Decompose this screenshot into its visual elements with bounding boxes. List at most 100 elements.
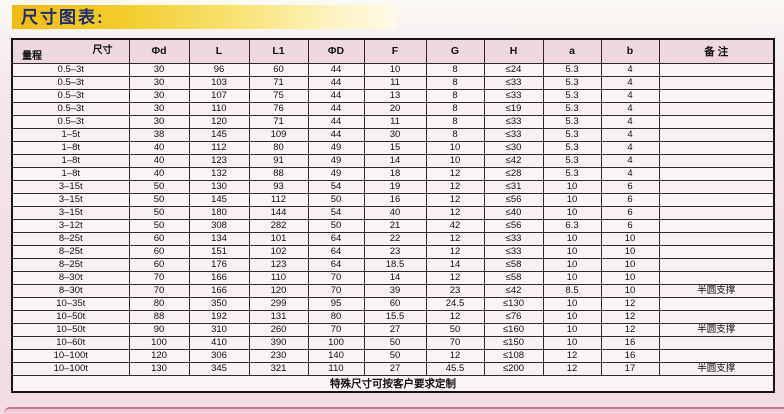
- value-cell: 70: [425, 335, 485, 350]
- remark-cell: [658, 348, 775, 363]
- value-cell: 27: [363, 361, 427, 376]
- remark-cell: [658, 309, 775, 324]
- value-cell: 109: [248, 127, 309, 142]
- value-cell: 390: [248, 335, 309, 350]
- value-cell: 10: [542, 296, 602, 311]
- value-cell: ≤56: [483, 192, 544, 207]
- value-cell: 16: [600, 348, 660, 363]
- remark-cell: [658, 192, 775, 207]
- value-cell: 12: [425, 309, 485, 324]
- footer-note: 特殊尺寸可按客户要求定制: [11, 374, 775, 393]
- value-cell: 145: [188, 192, 250, 207]
- remark-cell: 半圆支撑: [658, 283, 775, 298]
- value-cell: 12: [600, 322, 660, 337]
- value-cell: 123: [188, 153, 250, 168]
- value-cell: 10: [542, 335, 602, 350]
- value-cell: 50: [128, 205, 190, 220]
- value-cell: 21: [363, 218, 427, 233]
- value-cell: ≤200: [483, 361, 544, 376]
- value-cell: 40: [128, 140, 190, 155]
- value-cell: ≤28: [483, 166, 544, 181]
- value-cell: 6: [600, 205, 660, 220]
- value-cell: 50: [128, 179, 190, 194]
- column-header: F: [363, 38, 427, 64]
- column-header: Φd: [128, 38, 190, 64]
- value-cell: ≤33: [483, 88, 544, 103]
- value-cell: 5.3: [542, 153, 602, 168]
- value-cell: ≤19: [483, 101, 544, 116]
- value-cell: ≤42: [483, 283, 544, 298]
- value-cell: 49: [307, 153, 365, 168]
- value-cell: 44: [307, 88, 365, 103]
- page-title-bar: 尺寸图表:: [12, 5, 396, 29]
- value-cell: 15: [363, 140, 427, 155]
- range-cell: 0.5–3t: [11, 62, 130, 77]
- value-cell: 12: [542, 361, 602, 376]
- value-cell: 151: [188, 244, 250, 259]
- range-cell: 10–50t: [11, 309, 130, 324]
- value-cell: ≤33: [483, 127, 544, 142]
- value-cell: 4: [600, 166, 660, 181]
- range-cell: 8–25t: [11, 257, 130, 272]
- value-cell: 49: [307, 140, 365, 155]
- value-cell: 20: [363, 101, 427, 116]
- value-cell: 180: [188, 205, 250, 220]
- range-cell: 1–8t: [11, 166, 130, 181]
- value-cell: 145: [188, 127, 250, 142]
- value-cell: 112: [248, 192, 309, 207]
- column-header: G: [425, 38, 485, 64]
- table-row: 0.5–3t 30 103 71 44 11 8 ≤33 5.3 4: [11, 75, 775, 90]
- value-cell: 30: [128, 62, 190, 77]
- range-cell: 0.5–3t: [11, 88, 130, 103]
- value-cell: ≤33: [483, 244, 544, 259]
- page-title: 尺寸图表:: [21, 7, 105, 27]
- value-cell: 93: [248, 179, 309, 194]
- value-cell: 40: [128, 166, 190, 181]
- range-cell: 8–25t: [11, 231, 130, 246]
- table-row: 10–100t 120 306 230 140 50 12 ≤108 12 16: [11, 348, 775, 363]
- value-cell: 10: [600, 283, 660, 298]
- table-row: 1–8t 40 112 80 49 15 10 ≤30 5.3 4: [11, 140, 775, 155]
- value-cell: 19: [363, 179, 427, 194]
- value-cell: 80: [307, 309, 365, 324]
- remark-cell: [658, 335, 775, 350]
- value-cell: 345: [188, 361, 250, 376]
- value-cell: 5.3: [542, 114, 602, 129]
- value-cell: 12: [425, 205, 485, 220]
- table-row: 10–35t 80 350 299 95 60 24.5 ≤130 10 12: [11, 296, 775, 311]
- value-cell: ≤40: [483, 205, 544, 220]
- value-cell: 8: [425, 88, 485, 103]
- value-cell: 17: [600, 361, 660, 376]
- value-cell: 12: [425, 270, 485, 285]
- value-cell: 144: [248, 205, 309, 220]
- value-cell: 76: [248, 101, 309, 116]
- value-cell: 15.5: [363, 309, 427, 324]
- value-cell: 50: [425, 322, 485, 337]
- table-row: 3–12t 50 308 282 50 21 42 ≤56 6.3 6: [11, 218, 775, 233]
- value-cell: 132: [188, 166, 250, 181]
- value-cell: ≤58: [483, 270, 544, 285]
- value-cell: 16: [600, 335, 660, 350]
- remark-cell: [658, 244, 775, 259]
- value-cell: 88: [128, 309, 190, 324]
- value-cell: 64: [307, 244, 365, 259]
- value-cell: 91: [248, 153, 309, 168]
- table-row: 1–8t 40 123 91 49 14 10 ≤42 5.3 4: [11, 153, 775, 168]
- value-cell: 60: [248, 62, 309, 77]
- value-cell: 10: [542, 257, 602, 272]
- value-cell: 42: [425, 218, 485, 233]
- value-cell: 30: [128, 114, 190, 129]
- value-cell: 6.3: [542, 218, 602, 233]
- value-cell: 13: [363, 88, 427, 103]
- value-cell: 350: [188, 296, 250, 311]
- value-cell: 4: [600, 114, 660, 129]
- remark-cell: [658, 75, 775, 90]
- value-cell: 110: [188, 101, 250, 116]
- table-row: 8–25t 60 176 123 64 18.5 14 ≤58 10 10: [11, 257, 775, 272]
- value-cell: 6: [600, 218, 660, 233]
- value-cell: 4: [600, 127, 660, 142]
- value-cell: 166: [188, 283, 250, 298]
- value-cell: 140: [307, 348, 365, 363]
- value-cell: 8: [425, 75, 485, 90]
- remark-cell: [658, 205, 775, 220]
